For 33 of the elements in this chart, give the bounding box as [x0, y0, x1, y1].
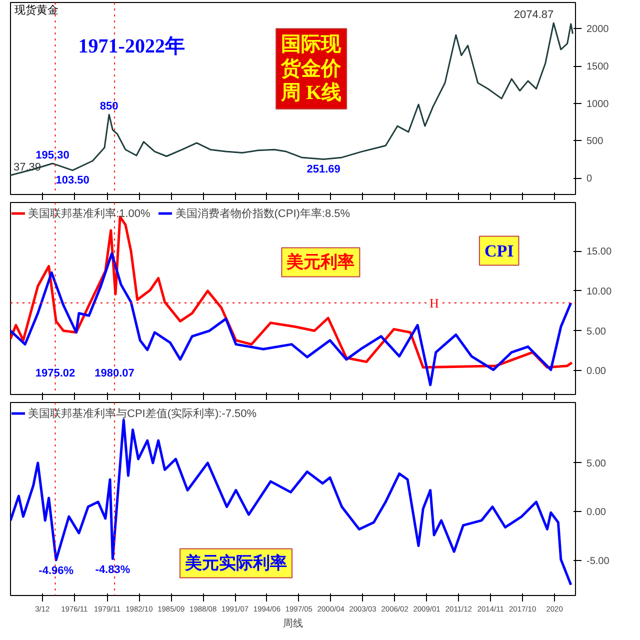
- y-tick-label: 5.00: [586, 458, 606, 470]
- chart-title: 现货黄金: [14, 4, 58, 16]
- y-tick-label: 1500: [586, 62, 610, 72]
- annotation: 251.69: [306, 163, 340, 176]
- annotation: 850: [100, 100, 118, 113]
- y-tick-label: 0.00: [586, 366, 606, 378]
- annotation: 103.50: [56, 174, 90, 186]
- annotation: 37.39: [14, 161, 42, 174]
- annotation: 195.30: [36, 149, 70, 162]
- y-tick-label: 1000: [586, 98, 610, 110]
- legend-label: 美国联邦基准利率与CPI差值(实际利率):-7.50%: [28, 406, 257, 420]
- annotation: 2074.87: [514, 9, 554, 22]
- y-tick-label: 10.00: [586, 286, 612, 298]
- legend-label: 美国联邦基准利率:1.00%: [28, 206, 150, 220]
- y-tick-label: -5.00: [586, 556, 610, 567]
- annotation: -4.83%: [95, 564, 130, 576]
- ref-line-label: H: [430, 295, 439, 310]
- y-tick-label: 5.00: [586, 326, 606, 338]
- ref-line-label: 1980.07: [94, 368, 134, 380]
- annotation: 1971-2022年: [78, 36, 185, 58]
- x-axis-title: 周线: [283, 618, 303, 630]
- y-tick-label: 0: [586, 174, 592, 185]
- annotation: -4.96%: [38, 565, 74, 578]
- y-tick-label: 0.00: [586, 507, 606, 518]
- annotation: 美元利率: [286, 252, 355, 272]
- ref-line-label: 1975.02: [35, 368, 76, 380]
- annotation: CPI: [484, 241, 514, 260]
- y-tick-label: 15.00: [586, 246, 612, 258]
- legend-label: 美国消费者物价指数(CPI)年率:8.5%: [175, 206, 350, 220]
- y-tick-label: 500: [586, 136, 604, 148]
- annotation: 美元实际利率: [184, 554, 287, 573]
- y-tick-label: 2000: [586, 24, 610, 36]
- annotation: 国际现货金价周 K线: [280, 34, 342, 104]
